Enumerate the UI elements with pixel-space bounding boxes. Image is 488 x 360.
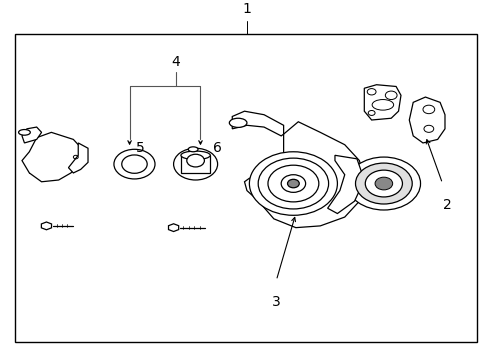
- Ellipse shape: [19, 130, 30, 135]
- Circle shape: [258, 158, 328, 209]
- Circle shape: [249, 152, 337, 215]
- Text: 2: 2: [442, 198, 451, 212]
- Polygon shape: [327, 155, 364, 213]
- Circle shape: [367, 111, 374, 116]
- Bar: [15, 33, 476, 342]
- Polygon shape: [364, 85, 400, 120]
- Circle shape: [173, 148, 217, 180]
- Circle shape: [365, 170, 402, 197]
- Circle shape: [281, 175, 305, 192]
- Circle shape: [385, 91, 396, 99]
- Circle shape: [423, 125, 433, 132]
- Circle shape: [267, 165, 318, 202]
- Ellipse shape: [371, 99, 393, 110]
- Circle shape: [422, 105, 434, 114]
- Polygon shape: [244, 178, 273, 201]
- Text: 4: 4: [171, 55, 180, 69]
- Polygon shape: [22, 127, 41, 143]
- Circle shape: [122, 155, 147, 173]
- Text: 3: 3: [271, 295, 280, 309]
- Circle shape: [346, 157, 420, 210]
- Polygon shape: [408, 97, 444, 143]
- Polygon shape: [261, 122, 364, 228]
- Polygon shape: [181, 155, 210, 173]
- Polygon shape: [68, 143, 88, 173]
- Polygon shape: [22, 132, 83, 182]
- Ellipse shape: [181, 151, 210, 159]
- Circle shape: [355, 163, 411, 204]
- Polygon shape: [232, 111, 283, 136]
- Circle shape: [374, 177, 392, 190]
- Ellipse shape: [229, 118, 246, 127]
- Text: 6: 6: [212, 141, 221, 155]
- Circle shape: [114, 149, 155, 179]
- Text: 5: 5: [135, 141, 144, 155]
- Ellipse shape: [188, 147, 198, 152]
- Circle shape: [186, 154, 204, 167]
- Polygon shape: [168, 224, 178, 231]
- Circle shape: [287, 179, 299, 188]
- Circle shape: [366, 89, 375, 95]
- Polygon shape: [41, 222, 51, 230]
- Text: 1: 1: [242, 2, 251, 16]
